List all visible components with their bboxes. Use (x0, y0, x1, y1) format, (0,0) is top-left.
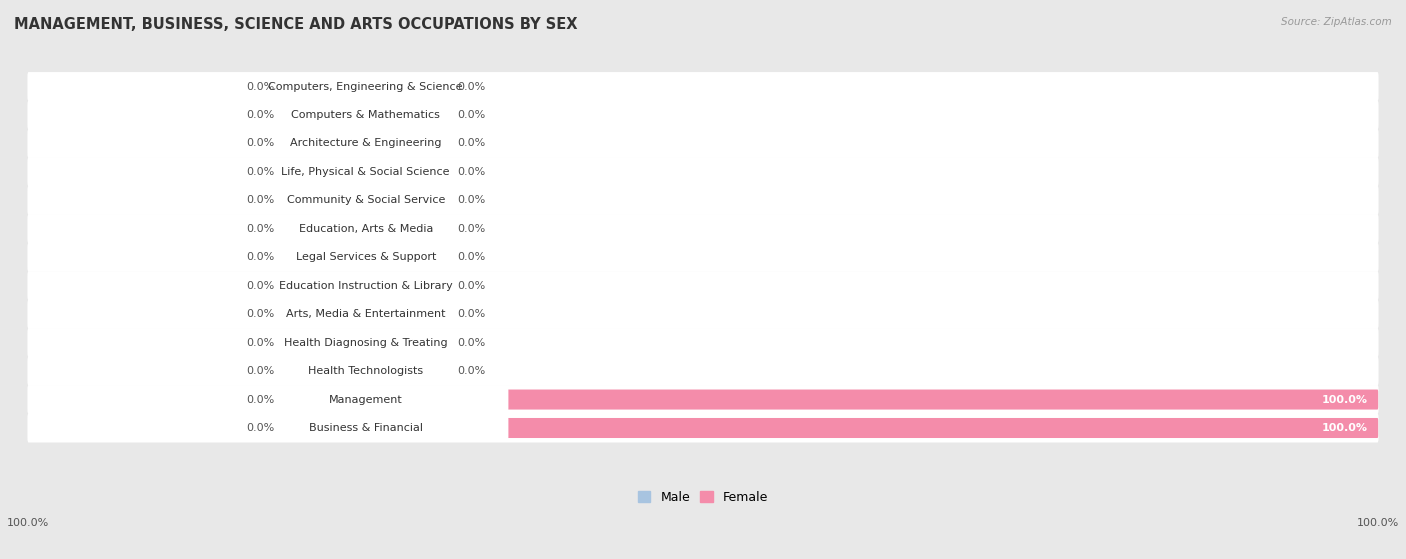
FancyBboxPatch shape (224, 415, 509, 441)
FancyBboxPatch shape (28, 214, 1378, 243)
Text: 0.0%: 0.0% (457, 252, 485, 262)
FancyBboxPatch shape (284, 418, 367, 438)
FancyBboxPatch shape (366, 134, 447, 154)
Text: 0.0%: 0.0% (246, 196, 274, 205)
FancyBboxPatch shape (224, 187, 509, 214)
Text: Legal Services & Support: Legal Services & Support (295, 252, 436, 262)
Text: Management: Management (329, 395, 402, 405)
FancyBboxPatch shape (28, 243, 1378, 272)
Text: 0.0%: 0.0% (457, 366, 485, 376)
FancyBboxPatch shape (224, 273, 509, 299)
Text: 0.0%: 0.0% (246, 281, 274, 291)
Text: 0.0%: 0.0% (246, 366, 274, 376)
Text: Life, Physical & Social Science: Life, Physical & Social Science (281, 167, 450, 177)
FancyBboxPatch shape (224, 216, 509, 242)
FancyBboxPatch shape (284, 191, 367, 210)
Text: Computers & Mathematics: Computers & Mathematics (291, 110, 440, 120)
Text: 100.0%: 100.0% (1322, 423, 1368, 433)
Text: 0.0%: 0.0% (246, 423, 274, 433)
Text: Business & Financial: Business & Financial (309, 423, 423, 433)
FancyBboxPatch shape (366, 105, 447, 125)
FancyBboxPatch shape (224, 301, 509, 328)
FancyBboxPatch shape (366, 418, 1378, 438)
Text: 0.0%: 0.0% (246, 224, 274, 234)
FancyBboxPatch shape (366, 390, 1378, 410)
FancyBboxPatch shape (284, 276, 367, 296)
Legend: Male, Female: Male, Female (638, 491, 768, 504)
FancyBboxPatch shape (224, 386, 509, 413)
FancyBboxPatch shape (28, 101, 1378, 130)
FancyBboxPatch shape (366, 77, 447, 97)
FancyBboxPatch shape (366, 276, 447, 296)
Text: 0.0%: 0.0% (246, 252, 274, 262)
Text: 0.0%: 0.0% (457, 224, 485, 234)
FancyBboxPatch shape (366, 191, 447, 210)
FancyBboxPatch shape (366, 219, 447, 239)
Text: 100.0%: 100.0% (1322, 395, 1368, 405)
FancyBboxPatch shape (366, 361, 447, 381)
FancyBboxPatch shape (284, 390, 367, 410)
Text: 0.0%: 0.0% (457, 196, 485, 205)
FancyBboxPatch shape (224, 73, 509, 100)
FancyBboxPatch shape (224, 102, 509, 128)
Text: MANAGEMENT, BUSINESS, SCIENCE AND ARTS OCCUPATIONS BY SEX: MANAGEMENT, BUSINESS, SCIENCE AND ARTS O… (14, 17, 578, 32)
Text: Community & Social Service: Community & Social Service (287, 196, 444, 205)
FancyBboxPatch shape (28, 328, 1378, 357)
FancyBboxPatch shape (28, 72, 1378, 101)
Text: 0.0%: 0.0% (457, 82, 485, 92)
FancyBboxPatch shape (284, 333, 367, 353)
FancyBboxPatch shape (284, 105, 367, 125)
FancyBboxPatch shape (28, 385, 1378, 414)
FancyBboxPatch shape (366, 247, 447, 267)
FancyBboxPatch shape (224, 244, 509, 271)
Text: 100.0%: 100.0% (7, 518, 49, 528)
FancyBboxPatch shape (284, 134, 367, 154)
FancyBboxPatch shape (284, 304, 367, 324)
Text: Education, Arts & Media: Education, Arts & Media (298, 224, 433, 234)
FancyBboxPatch shape (28, 186, 1378, 215)
FancyBboxPatch shape (224, 329, 509, 356)
FancyBboxPatch shape (366, 333, 447, 353)
FancyBboxPatch shape (284, 162, 367, 182)
FancyBboxPatch shape (224, 159, 509, 185)
Text: 0.0%: 0.0% (246, 167, 274, 177)
Text: 0.0%: 0.0% (457, 309, 485, 319)
Text: Arts, Media & Entertainment: Arts, Media & Entertainment (285, 309, 446, 319)
Text: 100.0%: 100.0% (1357, 518, 1399, 528)
Text: Education Instruction & Library: Education Instruction & Library (278, 281, 453, 291)
FancyBboxPatch shape (28, 300, 1378, 329)
Text: 0.0%: 0.0% (246, 139, 274, 149)
Text: 0.0%: 0.0% (457, 338, 485, 348)
FancyBboxPatch shape (366, 162, 447, 182)
FancyBboxPatch shape (224, 358, 509, 384)
Text: Source: ZipAtlas.com: Source: ZipAtlas.com (1281, 17, 1392, 27)
FancyBboxPatch shape (28, 271, 1378, 300)
Text: Health Technologists: Health Technologists (308, 366, 423, 376)
FancyBboxPatch shape (284, 77, 367, 97)
Text: 0.0%: 0.0% (246, 82, 274, 92)
Text: Health Diagnosing & Treating: Health Diagnosing & Treating (284, 338, 447, 348)
FancyBboxPatch shape (28, 357, 1378, 386)
FancyBboxPatch shape (284, 247, 367, 267)
Text: 0.0%: 0.0% (457, 110, 485, 120)
FancyBboxPatch shape (284, 361, 367, 381)
FancyBboxPatch shape (28, 158, 1378, 187)
FancyBboxPatch shape (284, 219, 367, 239)
Text: 0.0%: 0.0% (246, 395, 274, 405)
FancyBboxPatch shape (366, 304, 447, 324)
Text: Architecture & Engineering: Architecture & Engineering (290, 139, 441, 149)
FancyBboxPatch shape (224, 130, 509, 157)
Text: 0.0%: 0.0% (246, 110, 274, 120)
Text: 0.0%: 0.0% (246, 338, 274, 348)
Text: 0.0%: 0.0% (246, 309, 274, 319)
Text: 0.0%: 0.0% (457, 281, 485, 291)
Text: 0.0%: 0.0% (457, 139, 485, 149)
Text: 0.0%: 0.0% (457, 167, 485, 177)
FancyBboxPatch shape (28, 129, 1378, 158)
Text: Computers, Engineering & Science: Computers, Engineering & Science (269, 82, 463, 92)
FancyBboxPatch shape (28, 414, 1378, 443)
